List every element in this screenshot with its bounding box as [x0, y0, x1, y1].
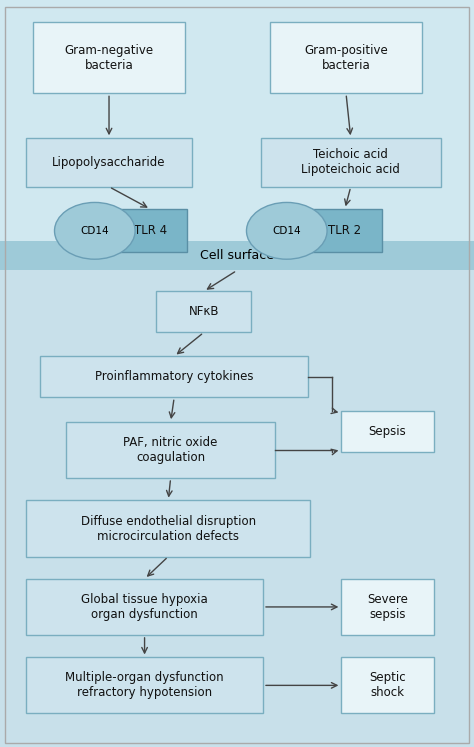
Text: PAF, nitric oxide
coagulation: PAF, nitric oxide coagulation [123, 436, 218, 464]
Text: Lipopolysaccharide: Lipopolysaccharide [52, 156, 166, 169]
FancyBboxPatch shape [0, 270, 474, 747]
FancyBboxPatch shape [26, 579, 263, 635]
Text: TLR 4: TLR 4 [134, 224, 167, 238]
FancyBboxPatch shape [270, 22, 422, 93]
FancyBboxPatch shape [0, 241, 474, 270]
FancyBboxPatch shape [341, 657, 434, 713]
Text: Sepsis: Sepsis [369, 425, 406, 438]
FancyBboxPatch shape [261, 138, 441, 187]
FancyBboxPatch shape [308, 209, 382, 252]
Text: Proinflammatory cytokines: Proinflammatory cytokines [95, 371, 254, 383]
Text: CD14: CD14 [81, 226, 109, 236]
Text: TLR 2: TLR 2 [328, 224, 361, 238]
Text: Gram-negative
bacteria: Gram-negative bacteria [64, 44, 154, 72]
FancyBboxPatch shape [341, 411, 434, 452]
FancyBboxPatch shape [156, 291, 251, 332]
Text: Gram-positive
bacteria: Gram-positive bacteria [304, 44, 388, 72]
FancyBboxPatch shape [26, 500, 310, 557]
FancyBboxPatch shape [341, 579, 434, 635]
FancyBboxPatch shape [26, 138, 192, 187]
FancyBboxPatch shape [40, 356, 308, 397]
Text: CD14: CD14 [273, 226, 301, 236]
Text: NFκB: NFκB [189, 306, 219, 318]
Text: Global tissue hypoxia
organ dysfunction: Global tissue hypoxia organ dysfunction [81, 593, 208, 621]
Text: Multiple-organ dysfunction
refractory hypotension: Multiple-organ dysfunction refractory hy… [65, 672, 224, 699]
Ellipse shape [246, 202, 327, 259]
Text: Severe
sepsis: Severe sepsis [367, 593, 408, 621]
Text: Septic
shock: Septic shock [369, 672, 406, 699]
Ellipse shape [55, 202, 135, 259]
Text: Teichoic acid
Lipoteichoic acid: Teichoic acid Lipoteichoic acid [301, 149, 400, 176]
FancyBboxPatch shape [66, 422, 275, 478]
FancyBboxPatch shape [0, 0, 474, 241]
Text: Cell surface: Cell surface [200, 249, 274, 262]
FancyBboxPatch shape [26, 657, 263, 713]
FancyBboxPatch shape [33, 22, 185, 93]
Text: Diffuse endothelial disruption
microcirculation defects: Diffuse endothelial disruption microcirc… [81, 515, 256, 542]
FancyBboxPatch shape [114, 209, 187, 252]
